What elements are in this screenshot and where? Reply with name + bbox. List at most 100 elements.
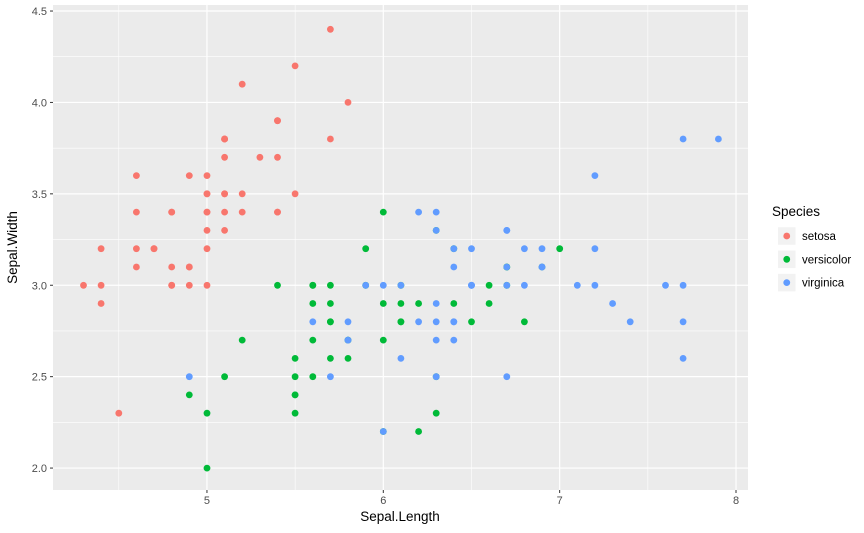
point-setosa <box>221 227 229 234</box>
point-setosa <box>185 172 193 180</box>
point-setosa <box>344 99 352 106</box>
point-virginica <box>662 281 669 289</box>
point-virginica <box>450 318 458 326</box>
point-virginica <box>609 300 616 307</box>
point-virginica <box>309 318 317 326</box>
point-versicolor <box>362 245 370 253</box>
point-setosa <box>168 281 176 289</box>
point-versicolor <box>379 336 387 344</box>
point-versicolor <box>468 318 475 326</box>
point-virginica <box>591 281 599 289</box>
point-versicolor <box>185 391 193 399</box>
point-setosa <box>203 172 211 180</box>
point-virginica <box>379 281 387 289</box>
point-virginica <box>573 281 581 289</box>
point-setosa <box>203 245 211 253</box>
point-setosa <box>221 208 229 216</box>
point-virginica <box>503 227 511 234</box>
point-setosa <box>133 208 140 216</box>
point-versicolor <box>327 318 334 326</box>
point-versicolor <box>291 409 299 417</box>
point-virginica <box>538 263 546 271</box>
point-virginica <box>521 281 528 289</box>
point-setosa <box>115 409 123 417</box>
y-tick-labels: 2.0 2.5 3.0 3.5 4.0 4.5 <box>32 6 47 475</box>
point-versicolor <box>309 373 317 381</box>
point-setosa <box>221 153 229 161</box>
point-setosa <box>238 208 246 216</box>
point-setosa <box>203 227 211 234</box>
point-virginica <box>679 355 687 362</box>
point-versicolor <box>309 336 317 344</box>
point-versicolor <box>221 373 229 381</box>
x-tick-label: 6 <box>380 495 386 507</box>
point-setosa <box>274 208 281 216</box>
point-virginica <box>679 281 687 289</box>
y-tick-label: 3.5 <box>32 189 47 201</box>
point-versicolor <box>415 300 422 307</box>
point-versicolor <box>344 355 352 362</box>
point-setosa <box>185 281 193 289</box>
point-virginica <box>503 373 511 381</box>
point-setosa <box>327 25 334 33</box>
point-virginica <box>344 318 352 326</box>
point-virginica <box>521 245 528 253</box>
y-tick-label: 4.5 <box>32 6 47 18</box>
data-points <box>80 25 722 472</box>
point-versicolor <box>203 464 211 472</box>
point-versicolor <box>450 300 458 307</box>
major-gridlines <box>53 5 748 490</box>
point-setosa <box>238 80 246 88</box>
point-setosa <box>80 281 87 289</box>
point-setosa <box>221 135 229 143</box>
point-setosa <box>203 281 211 289</box>
point-virginica <box>432 318 440 326</box>
point-virginica <box>450 336 458 344</box>
y-tick-label: 2.0 <box>32 463 47 475</box>
point-virginica <box>415 208 422 216</box>
legend-item-setosa: setosa <box>778 227 836 245</box>
point-virginica <box>415 318 422 326</box>
point-virginica <box>503 263 511 271</box>
point-virginica <box>185 373 193 381</box>
point-virginica <box>432 300 440 307</box>
point-versicolor <box>291 391 299 399</box>
series-setosa <box>80 25 352 417</box>
point-setosa <box>203 208 211 216</box>
x-tick-label: 7 <box>557 495 563 507</box>
point-setosa <box>133 172 140 180</box>
point-virginica <box>432 373 440 381</box>
legend-title: Species <box>772 204 820 219</box>
point-virginica <box>432 227 440 234</box>
point-virginica <box>538 245 546 253</box>
point-setosa <box>97 281 105 289</box>
point-versicolor <box>291 355 299 362</box>
y-tick-label: 4.0 <box>32 97 47 109</box>
y-tick-label: 3.0 <box>32 280 47 292</box>
point-setosa <box>221 190 229 198</box>
point-versicolor <box>415 428 422 435</box>
point-versicolor <box>397 300 405 307</box>
y-axis-title: Sepal.Width <box>5 211 20 284</box>
point-versicolor <box>379 208 387 216</box>
point-setosa <box>168 208 176 216</box>
point-setosa <box>291 190 299 198</box>
point-setosa <box>256 153 264 161</box>
point-setosa <box>168 263 176 271</box>
point-versicolor <box>327 355 334 362</box>
point-virginica <box>503 281 511 289</box>
legend-label-versicolor: versicolor <box>802 254 851 266</box>
point-virginica <box>468 281 475 289</box>
point-virginica <box>715 135 722 143</box>
point-setosa <box>274 117 281 125</box>
x-tick-labels: 5 6 7 8 <box>204 495 739 507</box>
point-versicolor <box>309 281 317 289</box>
x-axis-title: Sepal.Length <box>360 509 440 524</box>
point-virginica <box>397 281 405 289</box>
point-virginica <box>679 318 687 326</box>
point-virginica <box>432 336 440 344</box>
point-versicolor <box>274 281 281 289</box>
point-setosa <box>133 263 140 271</box>
